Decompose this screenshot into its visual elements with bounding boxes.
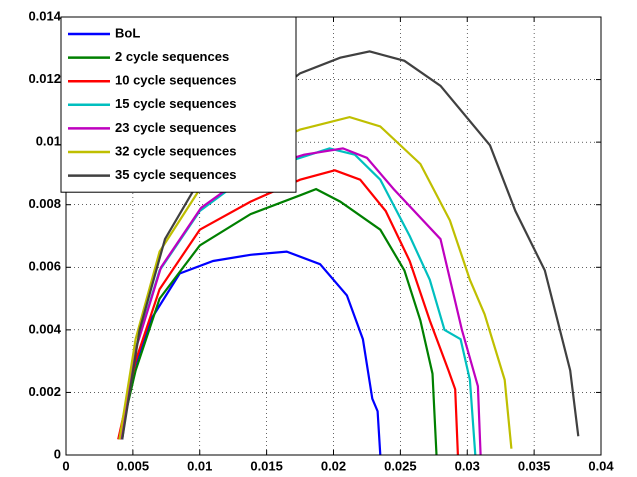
legend-label: 32 cycle sequences	[115, 143, 236, 158]
y-tick-label: 0.004	[28, 321, 61, 336]
x-tick-label: 0.01	[187, 458, 212, 473]
x-tick-label: 0.025	[384, 458, 417, 473]
series-line	[118, 115, 513, 449]
y-tick-label: 0	[54, 446, 61, 461]
legend-label: 2 cycle sequences	[115, 49, 229, 64]
legend-label: BoL	[115, 25, 140, 40]
y-tick-label: 0.01	[36, 134, 61, 149]
y-tick-label: 0.002	[28, 384, 61, 399]
x-tick-label: 0.015	[250, 458, 283, 473]
series-line	[118, 187, 438, 456]
x-tick-label: 0.035	[518, 458, 551, 473]
x-tick-label: 0.005	[117, 458, 150, 473]
y-tick-label: 0.006	[28, 259, 61, 274]
x-tick-label: 0	[62, 458, 69, 473]
series-line	[119, 147, 482, 456]
x-tick-label: 0.03	[455, 458, 480, 473]
x-tick-label: 0.02	[321, 458, 346, 473]
legend-label: 15 cycle sequences	[115, 96, 236, 111]
series-line	[117, 169, 459, 456]
legend-label: 35 cycle sequences	[115, 167, 236, 182]
legend-label: 23 cycle sequences	[115, 120, 236, 135]
x-tick-label: 0.04	[588, 458, 614, 473]
y-tick-label: 0.008	[28, 196, 61, 211]
series-line	[121, 50, 580, 440]
y-tick-label: 0.014	[28, 8, 61, 23]
plot-frame	[65, 16, 602, 456]
legend-label: 10 cycle sequences	[115, 73, 236, 88]
y-tick-label: 0.012	[28, 71, 61, 86]
